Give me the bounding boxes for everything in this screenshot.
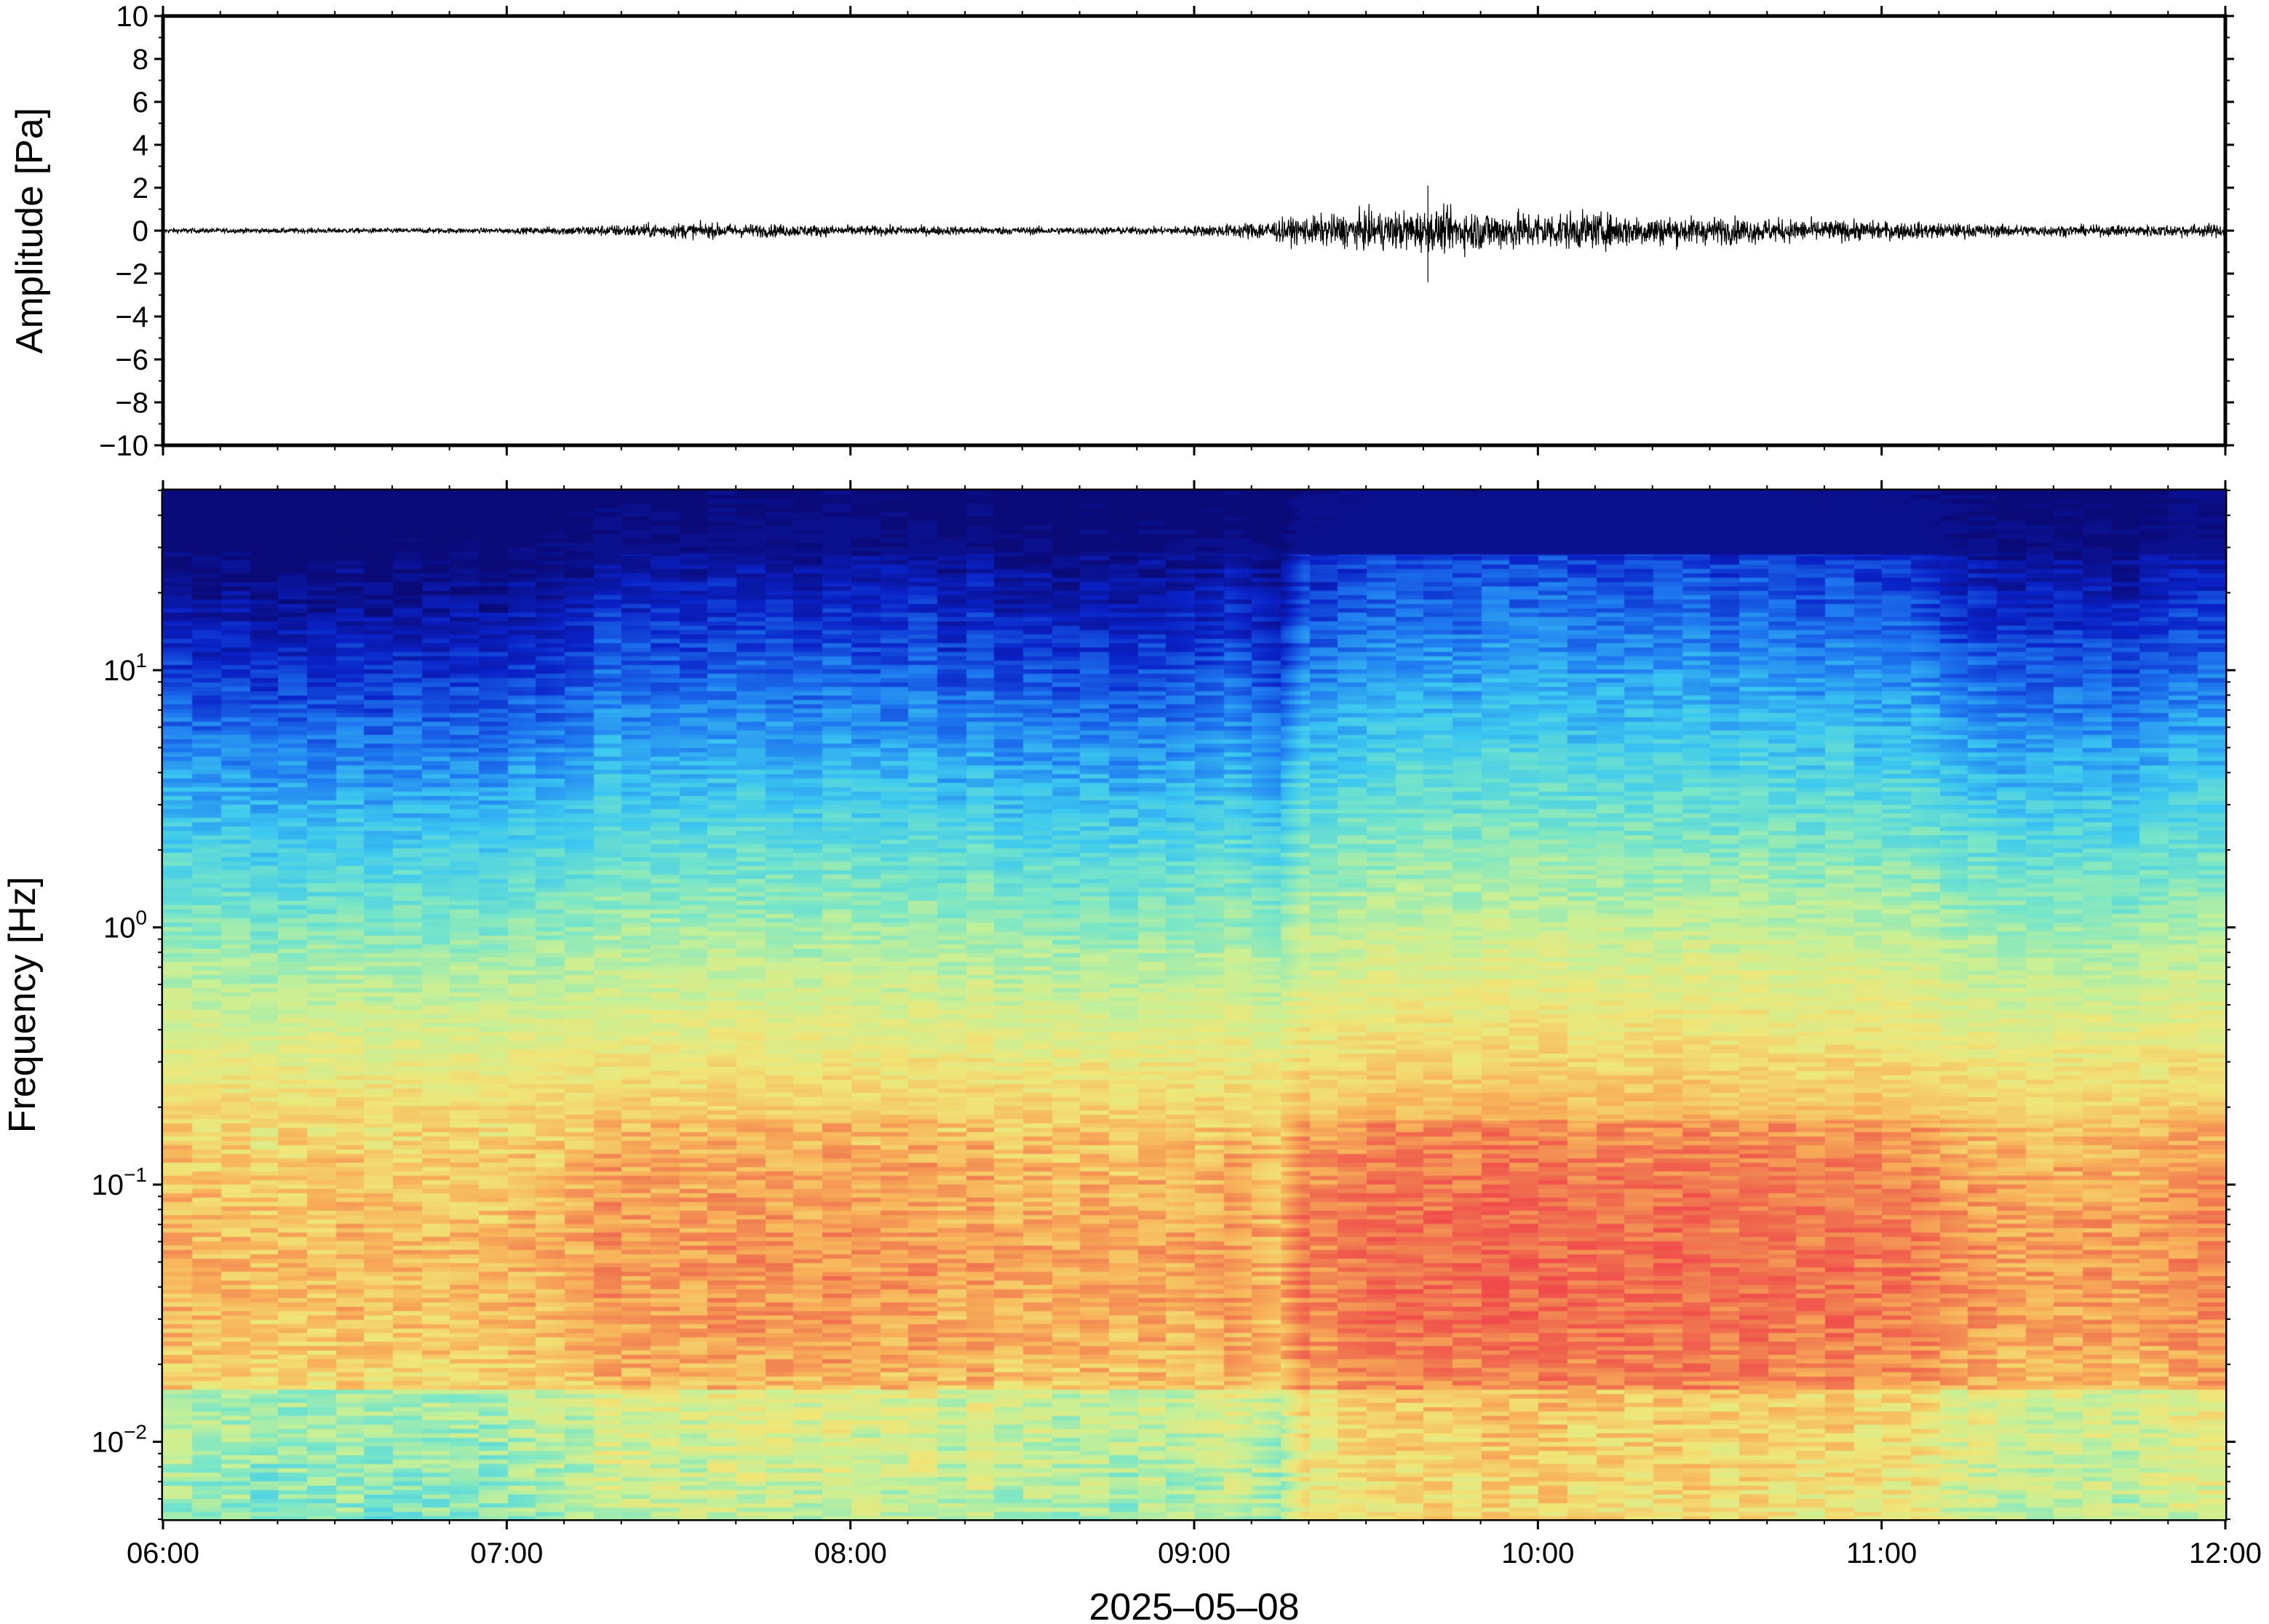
- x-tick-label: 10:00: [1501, 1537, 1574, 1569]
- waveform-panel: 10 8 6 4 2 0 −2 −4 −6 −8 −10 Amplitude [Pa]: [9, 1, 2234, 462]
- waveform-y-tick-label: 4: [132, 130, 148, 162]
- spectrogram-y-axis-title: Frequency [Hz]: [1, 877, 44, 1134]
- waveform-y-tick-label: −8: [115, 387, 148, 419]
- waveform-y-axis-title: Amplitude [Pa]: [9, 108, 51, 354]
- waveform-y-tick-label: 2: [132, 172, 148, 204]
- date-label: 2025–05–08: [1089, 1586, 1299, 1624]
- spectrogram-ticks: 101 100 10−1 10−2 06:00 07:00 08:00 09:00 10:00 1…: [92, 480, 2262, 1569]
- waveform-y-tick-label: 6: [132, 87, 148, 119]
- x-tick-label: 09:00: [1158, 1537, 1231, 1569]
- waveform-ticks: 10 8 6 4 2 0 −2 −4 −6 −8 −10: [99, 1, 2234, 462]
- x-tick-label: 06:00: [127, 1537, 199, 1569]
- waveform-y-tick-label: −2: [115, 258, 148, 290]
- x-tick-label: 08:00: [814, 1537, 887, 1569]
- spectrogram-y-tick-label: 10−2: [92, 1421, 147, 1459]
- waveform-y-tick-label: −10: [99, 430, 148, 462]
- waveform-y-tick-label: 10: [116, 1, 149, 33]
- waveform-y-tick-label: 0: [132, 215, 148, 247]
- waveform-y-tick-label: −6: [115, 344, 148, 376]
- spectrogram-heatmap: [163, 490, 2225, 1519]
- spectrogram-y-tick-label: 101: [103, 649, 147, 687]
- x-tick-label: 12:00: [2189, 1537, 2262, 1569]
- spectrogram-y-tick-label: 10−1: [92, 1163, 147, 1201]
- waveform-y-tick-label: −4: [115, 301, 148, 333]
- spectrogram-y-tick-label: 100: [103, 907, 147, 944]
- waveform-y-tick-label: 8: [132, 44, 148, 76]
- x-tick-label: 07:00: [470, 1537, 543, 1569]
- waveform-series-line: [162, 186, 2226, 282]
- x-tick-label: 11:00: [1846, 1537, 1917, 1569]
